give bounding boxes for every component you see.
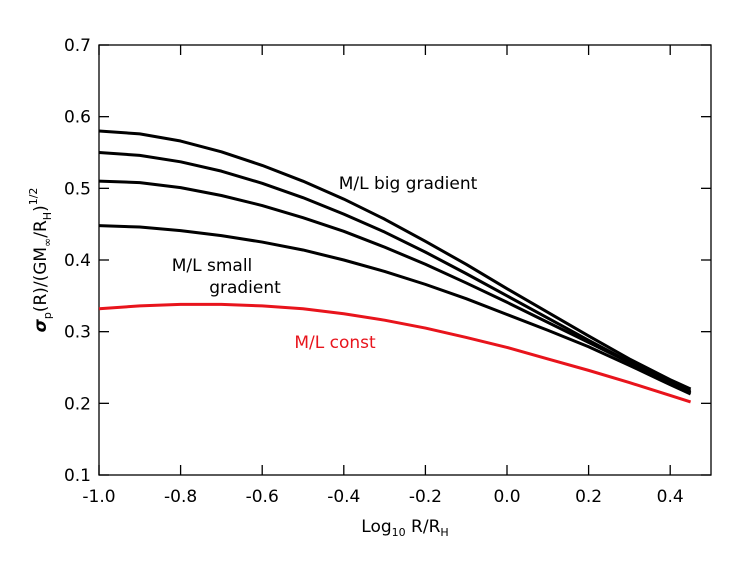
x-tick-label: -0.2	[409, 487, 442, 507]
annotation: gradient	[209, 278, 281, 298]
line-series	[98, 224, 692, 396]
annotation: M/L small	[172, 256, 253, 276]
annotation: M/L big gradient	[339, 174, 478, 194]
y-axis-title-part: ∞	[41, 238, 54, 247]
y-tick-label: 0.4	[64, 251, 91, 271]
y-tick-label: 0.2	[64, 394, 91, 414]
x-tick-label: 0.4	[657, 487, 684, 507]
x-axis-title-part: 10	[392, 526, 406, 539]
line-series	[98, 151, 692, 393]
line-series	[98, 302, 692, 404]
y-axis-title-part: )	[31, 205, 51, 212]
x-tick-label: -1.0	[82, 487, 115, 507]
y-tick-label: 0.1	[64, 466, 91, 486]
x-tick-label: -0.4	[327, 487, 360, 507]
y-axis-title-part: (R)/(GM	[31, 247, 51, 312]
x-axis-title-part: R/R	[406, 517, 441, 537]
y-axis-title: σp(R)/(GM∞/RH)1/2	[27, 188, 54, 333]
y-axis-title-part: H	[41, 212, 54, 220]
y-axis-title-part: p	[41, 312, 54, 319]
x-axis-title: Log10 R/RH	[361, 517, 448, 539]
x-axis-title-part: H	[440, 526, 448, 539]
x-tick-label: -0.6	[246, 487, 279, 507]
y-tick-label: 0.7	[64, 36, 91, 56]
line-series	[98, 129, 692, 391]
y-axis-title-part: 1/2	[27, 188, 40, 206]
x-tick-label: 0.0	[493, 487, 520, 507]
x-tick-label: -0.8	[164, 487, 197, 507]
annotation: M/L const	[294, 333, 376, 353]
line-series	[98, 179, 692, 394]
y-tick-label: 0.5	[64, 179, 91, 199]
y-axis-title-part: σ	[31, 318, 51, 332]
y-tick-label: 0.3	[64, 323, 91, 343]
y-tick-label: 0.6	[64, 108, 91, 128]
x-axis-title-part: Log	[361, 517, 391, 537]
y-axis-title-part: /R	[31, 220, 51, 238]
x-tick-label: 0.2	[575, 487, 602, 507]
